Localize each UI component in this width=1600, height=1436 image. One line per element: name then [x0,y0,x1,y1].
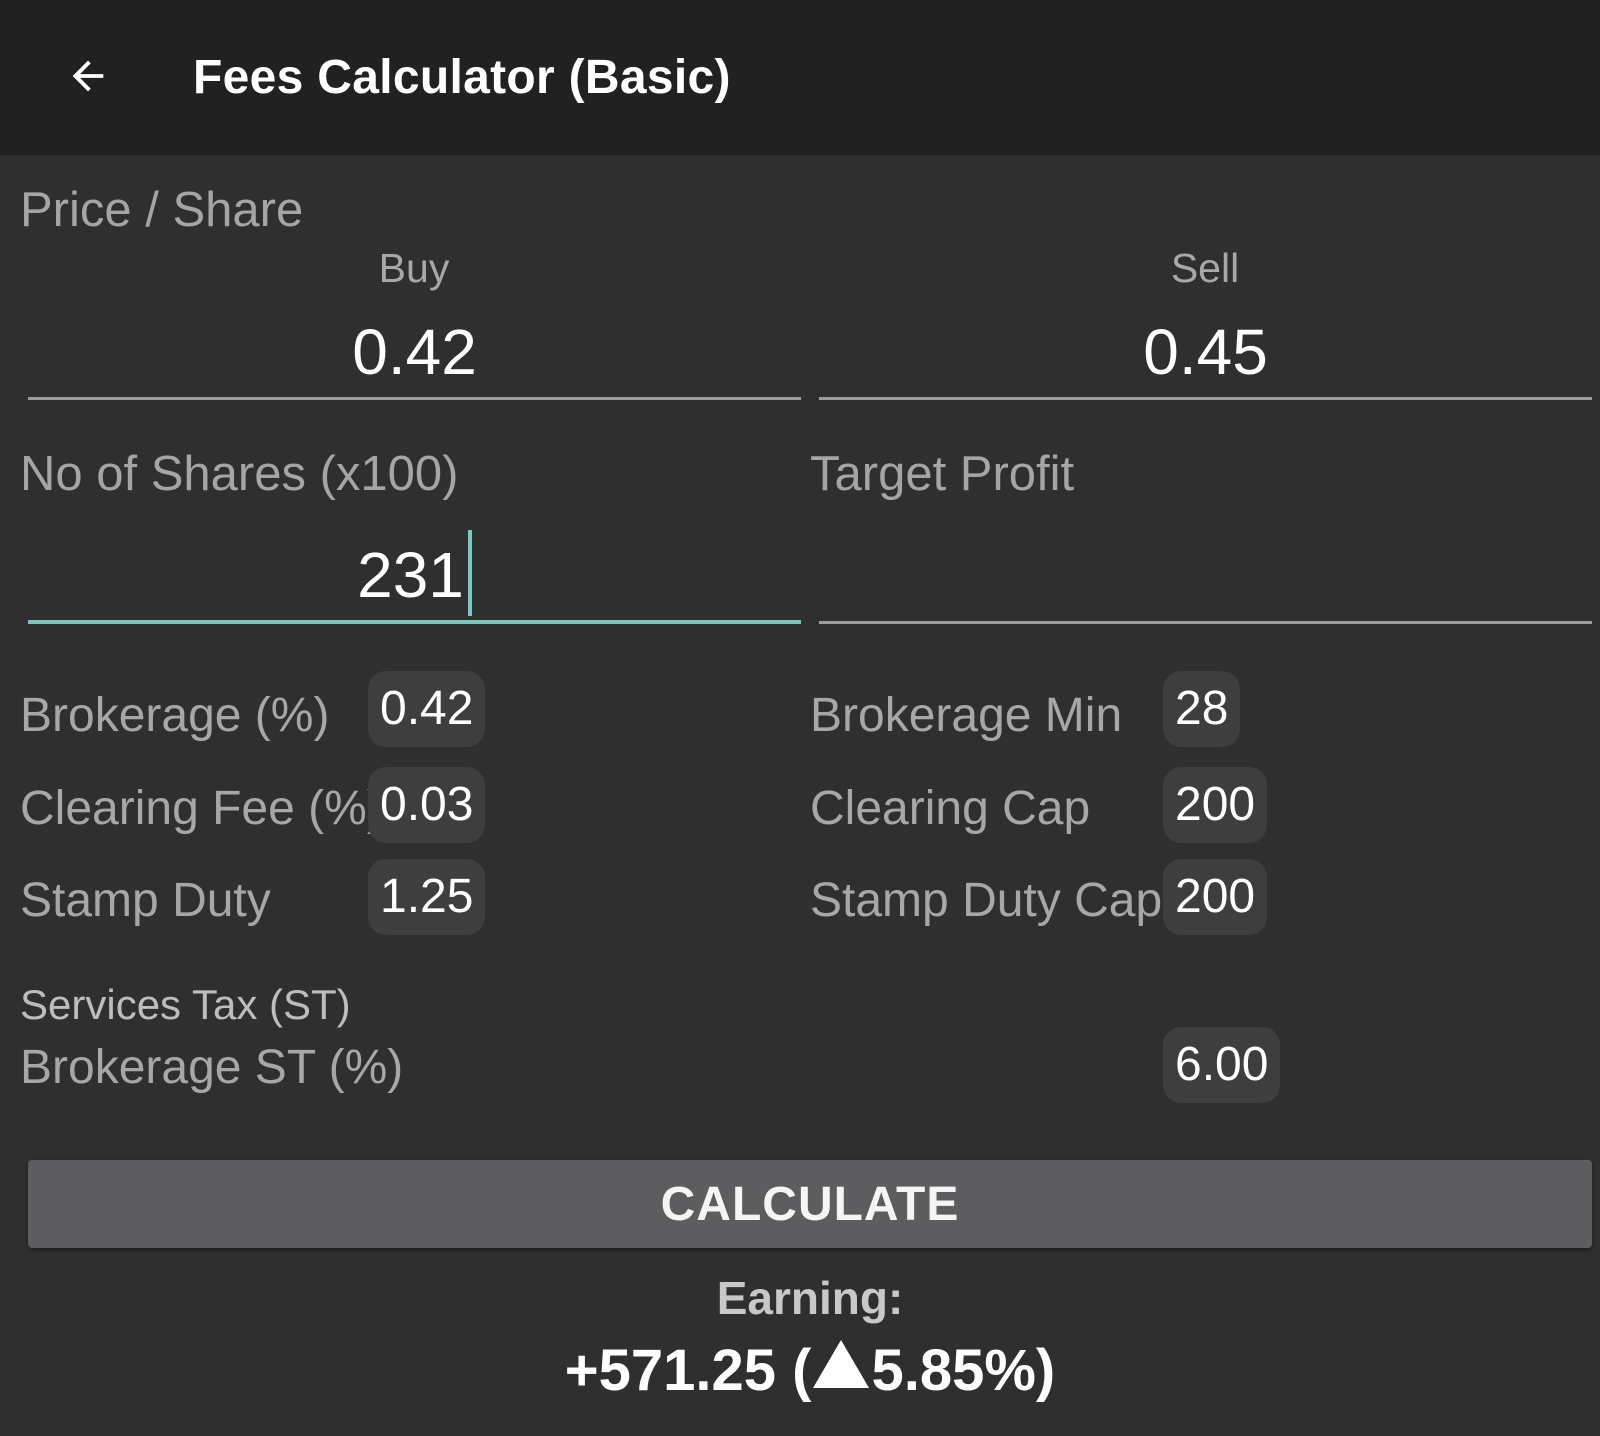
earning-result: +571.25 (5.85%) [564,1338,1056,1403]
brokerage-st-label: Brokerage ST (%) [20,1041,404,1094]
earning-label: Earning: [716,1272,904,1324]
buy-price-input[interactable]: 0.42 [28,310,801,400]
shares-label: No of Shares (x100) [20,447,459,501]
shares-value: 231 [357,539,464,611]
page-title: Fees Calculator (Basic) [193,51,731,104]
brokerage-st-input[interactable]: 6.00 [1163,1027,1281,1103]
brokerage-pct-label: Brokerage (%) [20,689,330,742]
sell-price-value: 0.45 [1143,316,1268,388]
services-tax-heading: Services Tax (ST) [20,981,351,1028]
stamp-duty-input[interactable]: 1.25 [368,859,486,935]
buy-price-value: 0.42 [352,316,477,388]
earning-percent: 5.85% [871,1338,1036,1403]
stamp-duty-label: Stamp Duty [20,874,271,927]
text-cursor [467,530,472,616]
sell-price-input[interactable]: 0.45 [819,310,1592,400]
up-triangle-icon [813,1340,870,1388]
brokerage-min-label: Brokerage Min [810,689,1123,742]
app-bar: Fees Calculator (Basic) [0,0,1600,155]
target-profit-label: Target Profit [810,447,1075,501]
stamp-duty-cap-input[interactable]: 200 [1163,859,1268,935]
price-share-label: Price / Share [20,183,304,237]
shares-input[interactable]: 231 [28,530,801,624]
clearing-fee-pct-label: Clearing Fee (%) [20,782,383,835]
sell-label: Sell [1170,245,1240,291]
target-profit-input[interactable] [819,534,1592,624]
brokerage-pct-input[interactable]: 0.42 [368,671,486,747]
stamp-duty-cap-label: Stamp Duty Cap [810,874,1163,927]
clearing-cap-input[interactable]: 200 [1163,767,1268,843]
buy-label: Buy [378,245,450,291]
back-button[interactable] [60,48,116,104]
calculate-button[interactable]: CALCULATE [28,1160,1592,1248]
earning-amount: +571.25 [564,1338,777,1403]
arrow-left-icon [72,60,104,92]
clearing-fee-pct-input[interactable]: 0.03 [368,767,486,843]
clearing-cap-label: Clearing Cap [810,782,1091,835]
brokerage-min-input[interactable]: 28 [1163,671,1241,747]
